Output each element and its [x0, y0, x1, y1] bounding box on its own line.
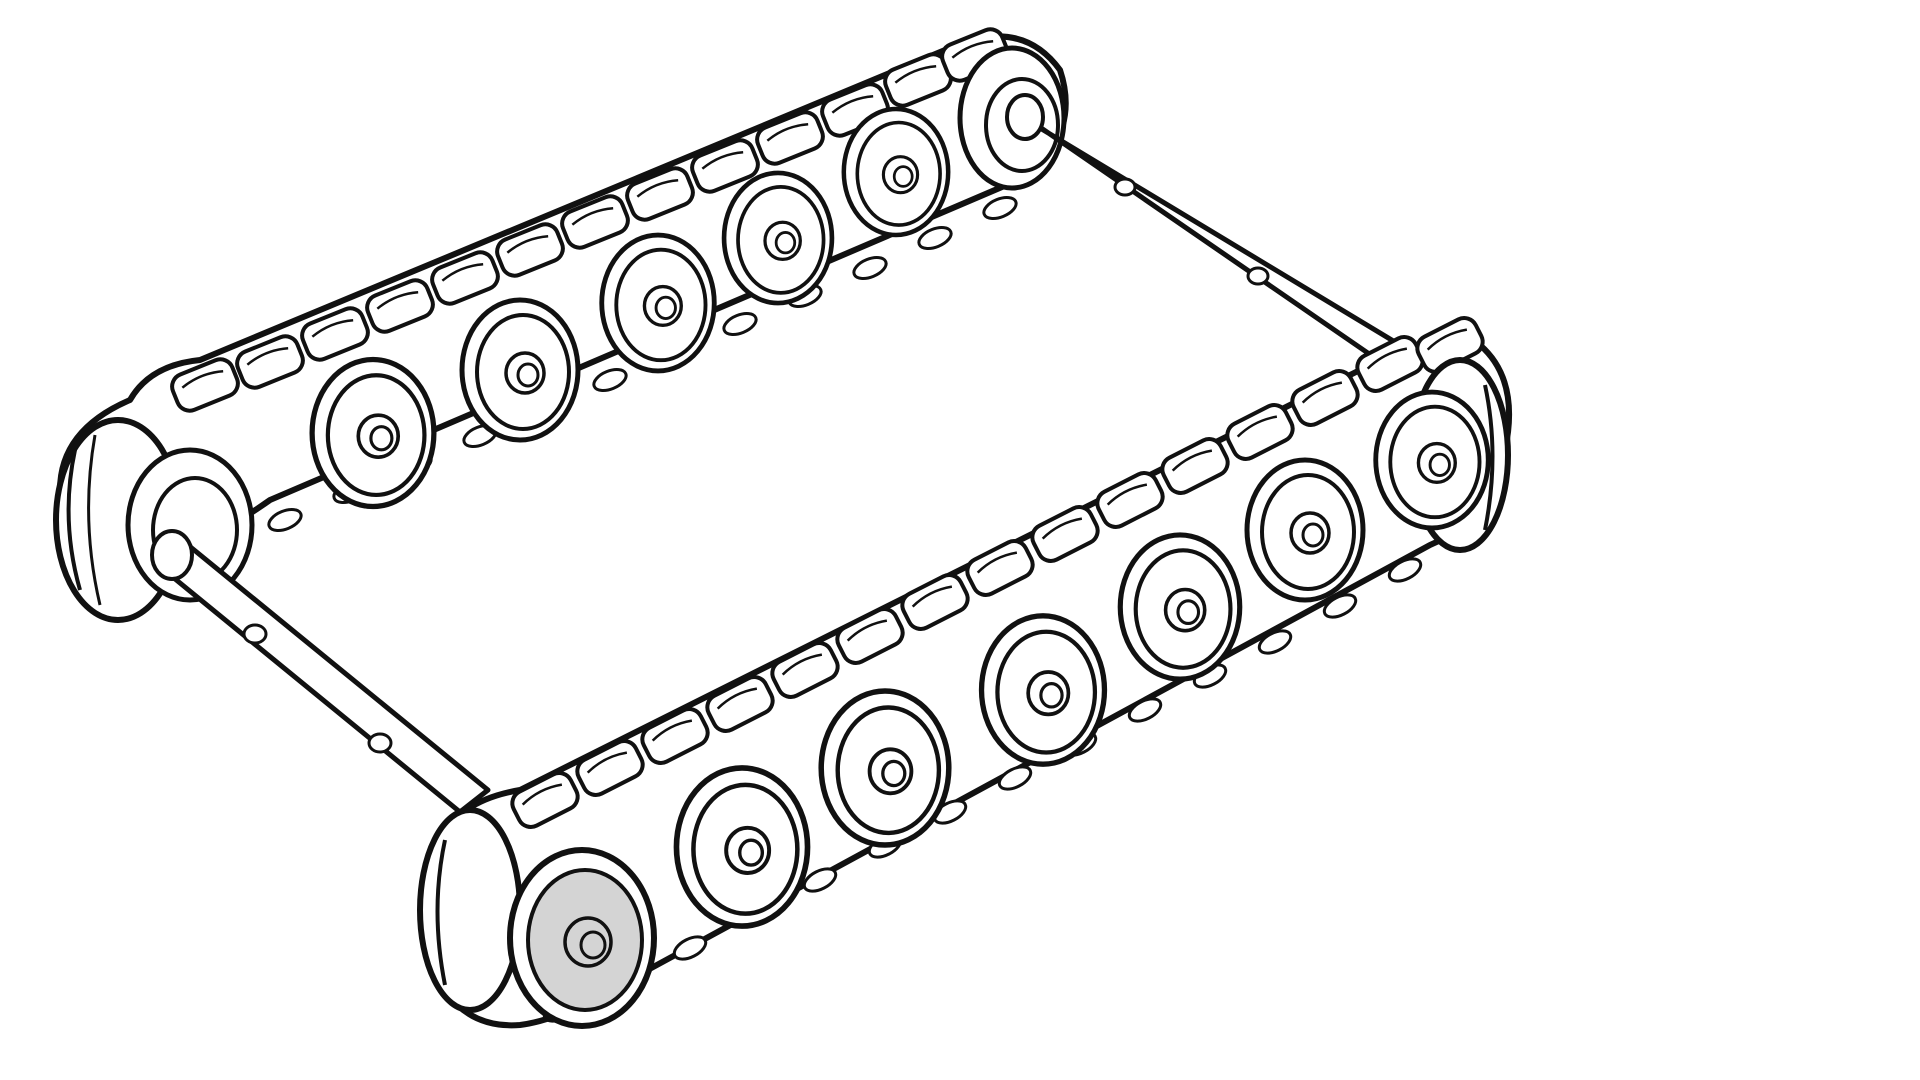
rear-axle [1005, 93, 1403, 363]
front-wheel-2 [676, 768, 807, 926]
rear-wheel-2 [462, 300, 578, 440]
rear-wheel-1 [312, 360, 434, 507]
rear-track-assembly [53, 23, 1069, 623]
rear-axle-hole-2 [1246, 266, 1270, 286]
front-wheel-6 [1247, 460, 1363, 600]
front-wheel-4 [982, 616, 1105, 764]
front-wheel-3 [821, 691, 949, 845]
front-wheel-5 [1120, 535, 1239, 679]
front-track-first-wheel-highlighted [507, 847, 657, 1029]
front-axle-hole-2 [367, 732, 393, 754]
front-axle [150, 529, 491, 815]
rear-wheel-3 [602, 235, 715, 371]
front-track-assembly [417, 311, 1513, 1029]
front-track-left-end-drum [417, 807, 523, 1013]
rear-wheel-5 [844, 109, 948, 235]
front-axle-hole-1 [242, 623, 268, 645]
rear-wheel-4 [724, 173, 832, 303]
rear-axle-hole-1 [1113, 177, 1137, 197]
front-wheel-7 [1376, 392, 1489, 528]
